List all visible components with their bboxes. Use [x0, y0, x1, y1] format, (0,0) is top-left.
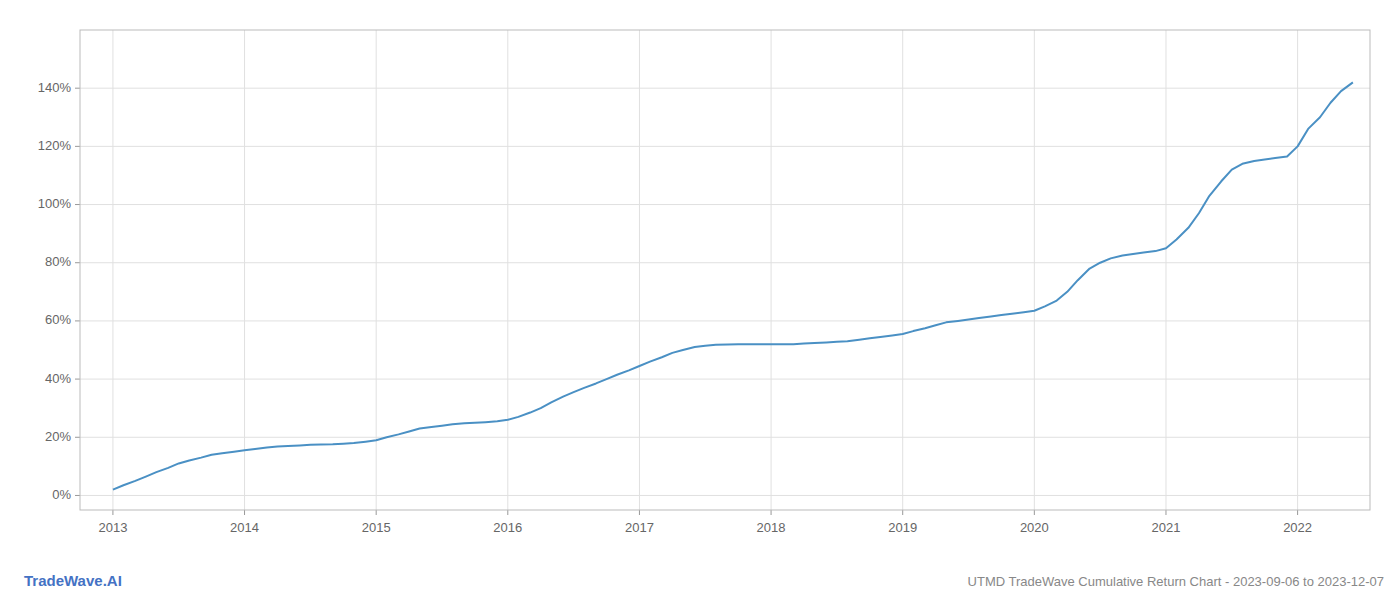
x-tick-label: 2022: [1283, 520, 1312, 535]
x-tick: [771, 510, 772, 515]
x-tick-label: 2015: [362, 520, 391, 535]
x-grid-line: [1297, 30, 1298, 510]
x-grid-line: [639, 30, 640, 510]
line: [113, 82, 1353, 489]
x-tick-label: 2013: [98, 520, 127, 535]
x-tick-label: 2016: [493, 520, 522, 535]
x-grid-line: [902, 30, 903, 510]
series-group: [113, 82, 1353, 489]
y-tick: [75, 320, 80, 321]
axes: 0% 20% 40% 60% 80% 100% 120% 140% 2013 2014 2015 20…: [38, 30, 1370, 535]
x-grid-line: [376, 30, 377, 510]
y-tick: [75, 437, 80, 438]
x-tick: [376, 510, 377, 515]
y-tick: [75, 262, 80, 263]
x-grid-line: [244, 30, 245, 510]
x-grid-line: [1034, 30, 1035, 510]
title: UTMD TradeWave Cumulative Return Chart -…: [968, 574, 1384, 589]
y-tick-label: 0%: [52, 487, 71, 502]
x-tick: [1034, 510, 1035, 515]
x-tick-label: 2021: [1152, 520, 1181, 535]
x-tick: [244, 510, 245, 515]
x-tick: [902, 510, 903, 515]
y-tick-label: 20%: [45, 429, 71, 444]
y-grid-line: [80, 88, 1370, 89]
y-tick-label: 100%: [38, 196, 72, 211]
x-grid-line: [771, 30, 772, 510]
y-tick-label: 80%: [45, 254, 71, 269]
x-tick-label: 2018: [757, 520, 786, 535]
y-tick: [75, 379, 80, 380]
x-tick-label: 2019: [888, 520, 917, 535]
y-grid-line: [80, 320, 1370, 321]
y-tick: [75, 204, 80, 205]
grid: [80, 30, 1370, 510]
x-tick: [639, 510, 640, 515]
y-grid-line: [80, 379, 1370, 380]
y-tick: [75, 88, 80, 89]
footer: TradeWave.AI UTMD TradeWave Cumulative Re…: [24, 572, 1384, 589]
y-grid-line: [80, 146, 1370, 147]
y-tick: [75, 495, 80, 496]
x-tick: [1165, 510, 1166, 515]
x-tick-label: 2017: [625, 520, 654, 535]
x-tick: [1297, 510, 1298, 515]
y-grid-line: [80, 495, 1370, 496]
y-grid-line: [80, 262, 1370, 263]
x-tick-label: 2020: [1020, 520, 1049, 535]
x-grid-line: [112, 30, 113, 510]
y-grid-line: [80, 437, 1370, 438]
y-tick-label: 40%: [45, 371, 71, 386]
x-grid-line: [507, 30, 508, 510]
y-tick-label: 60%: [45, 312, 71, 327]
plot-frame: [80, 30, 1370, 510]
x-tick: [112, 510, 113, 515]
chart: 0% 20% 40% 60% 80% 100% 120% 140% 2013 2014 2015 20…: [0, 0, 1400, 600]
x-tick: [507, 510, 508, 515]
watermark: TradeWave.AI: [24, 572, 122, 589]
y-tick: [75, 146, 80, 147]
y-tick-label: 140%: [38, 80, 72, 95]
x-grid-line: [1165, 30, 1166, 510]
x-tick-label: 2014: [230, 520, 259, 535]
y-tick-label: 120%: [38, 138, 72, 153]
y-grid-line: [80, 204, 1370, 205]
